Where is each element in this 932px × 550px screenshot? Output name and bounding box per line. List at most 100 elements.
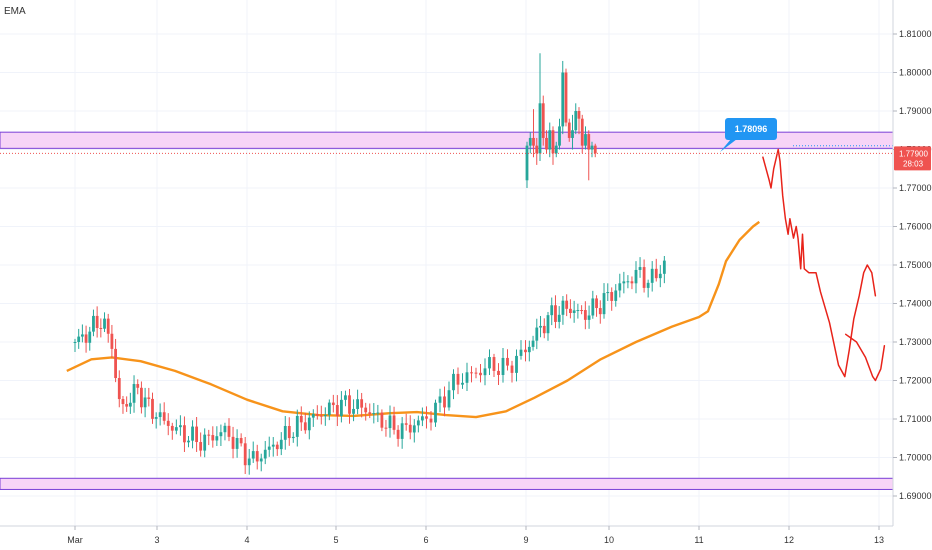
ema — [66, 220, 761, 419]
candle-body — [151, 398, 154, 419]
candle-body — [538, 103, 542, 154]
candle-body — [170, 425, 174, 431]
candle-body — [593, 145, 597, 154]
candle-body — [618, 283, 622, 291]
candle-body — [125, 404, 129, 407]
annotation-box — [725, 118, 777, 140]
candle-body — [315, 414, 319, 416]
candle-body — [515, 355, 518, 373]
candle-body — [554, 305, 557, 322]
candle-body — [136, 384, 140, 388]
candle-body — [344, 395, 347, 400]
candle-body — [99, 327, 103, 329]
time-tick-label: 10 — [604, 535, 614, 545]
candle-body — [103, 318, 106, 329]
candle-body — [506, 357, 509, 366]
candle-body — [356, 399, 359, 409]
candle-body — [626, 281, 630, 283]
candle-body — [638, 267, 642, 270]
price-tick-label: 1.77000 — [899, 183, 932, 193]
candle-body — [525, 145, 529, 181]
candle-body — [408, 424, 412, 433]
candle-body — [598, 308, 602, 315]
candle-body — [95, 315, 99, 328]
zone-rect — [0, 477, 894, 490]
freehand-drawing — [762, 148, 877, 378]
candle-body — [384, 427, 388, 429]
candle-body — [73, 342, 77, 343]
candle-body — [203, 434, 207, 451]
candle-body — [550, 305, 554, 316]
candle-body — [154, 417, 158, 419]
drawings — [762, 148, 886, 382]
candle-body — [106, 318, 110, 334]
candle-body — [630, 281, 634, 284]
candle-body — [610, 292, 614, 301]
candle-body — [634, 269, 638, 284]
candle-body — [340, 399, 343, 417]
candle-body — [551, 130, 555, 154]
price-tick-label: 1.76000 — [899, 222, 932, 232]
candle-body — [331, 402, 335, 406]
candle-body — [183, 425, 186, 443]
price-tick-label: 1.79000 — [899, 106, 932, 116]
candle-body — [279, 439, 283, 450]
indicator-label: EMA — [4, 6, 26, 17]
time-tick-label: Mar — [67, 535, 83, 545]
candle-body — [335, 405, 339, 417]
candle-body — [88, 331, 92, 343]
time-axis-bg — [0, 526, 932, 550]
candle-body — [114, 348, 117, 379]
candle-body — [166, 420, 170, 426]
price-tick-label: 1.80000 — [899, 68, 932, 78]
candle-body — [557, 314, 561, 322]
candle-body — [590, 145, 594, 150]
time-tick-label: 12 — [784, 535, 794, 545]
candle-body — [251, 451, 255, 459]
candle-body — [352, 408, 355, 414]
candle-body — [364, 407, 368, 413]
candle-body — [584, 134, 587, 146]
candle-body — [255, 451, 259, 462]
candle-body — [531, 340, 535, 347]
candle-body — [247, 458, 251, 466]
candle-body — [179, 425, 182, 428]
candle-body — [376, 412, 380, 414]
candle-body — [602, 293, 606, 315]
candle-body — [492, 357, 496, 371]
candle-body — [561, 72, 565, 127]
candle-body — [239, 438, 243, 444]
price-tick-label: 1.74000 — [899, 299, 932, 309]
price-axis-bg — [893, 0, 932, 550]
candle-body — [368, 412, 372, 415]
candle-body — [443, 396, 446, 408]
price-tag — [894, 146, 931, 171]
time-tick-label: 3 — [154, 535, 159, 545]
candle-body — [565, 300, 569, 309]
candle-body — [591, 298, 595, 316]
candle-body — [510, 365, 514, 373]
candle-body — [396, 429, 400, 439]
candle-body — [199, 442, 203, 451]
candle-body — [658, 273, 662, 279]
candle-body — [561, 300, 565, 315]
candle-body — [545, 137, 548, 150]
candle-body — [606, 292, 610, 294]
candle-body — [587, 134, 591, 150]
candle-body — [642, 267, 646, 288]
candle-body — [219, 432, 223, 437]
candle-body — [622, 281, 626, 284]
candle-body — [162, 412, 166, 421]
candle-body — [542, 325, 546, 334]
price-tag-countdown: 28:03 — [903, 159, 924, 168]
candle-body — [143, 397, 147, 408]
candle-body — [501, 357, 505, 375]
candle-body — [558, 126, 561, 146]
candle-body — [211, 435, 215, 441]
candle-body — [438, 396, 442, 403]
candle-body — [207, 434, 211, 436]
candle-body — [527, 346, 531, 353]
candle-body — [447, 390, 451, 408]
